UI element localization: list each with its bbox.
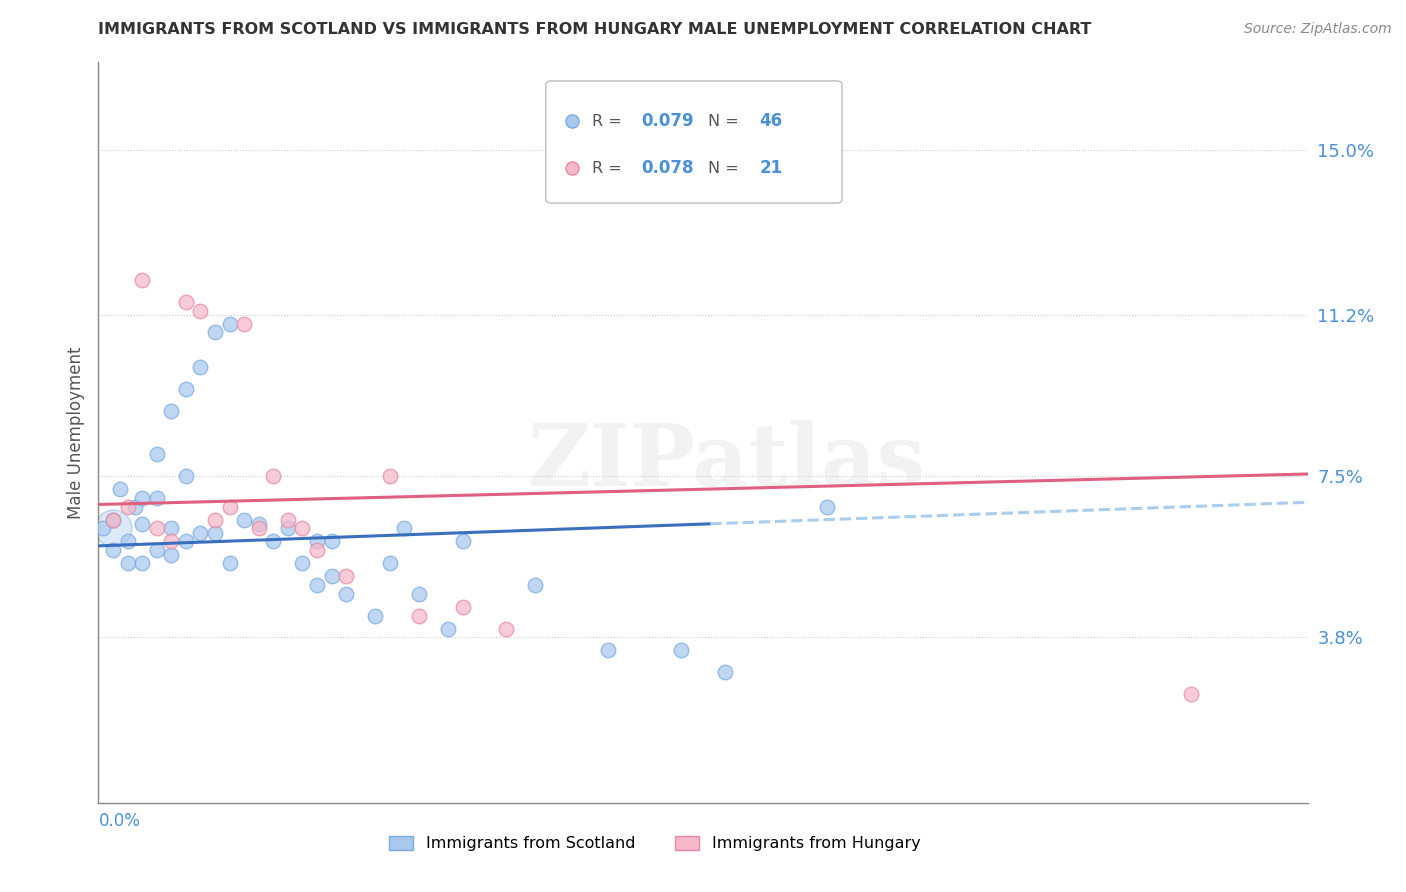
Point bbox=[335, 587, 357, 601]
Point bbox=[101, 543, 124, 558]
Point bbox=[218, 556, 240, 570]
Point bbox=[1180, 687, 1202, 701]
Point bbox=[437, 622, 460, 636]
Point bbox=[91, 521, 114, 535]
Point bbox=[247, 521, 270, 535]
Point bbox=[247, 517, 270, 532]
Text: Source: ZipAtlas.com: Source: ZipAtlas.com bbox=[1244, 22, 1392, 37]
Text: R =: R = bbox=[592, 114, 627, 128]
Point bbox=[190, 360, 212, 375]
Point bbox=[131, 556, 153, 570]
Y-axis label: Male Unemployment: Male Unemployment bbox=[66, 346, 84, 519]
Text: N =: N = bbox=[709, 161, 744, 176]
Point bbox=[145, 543, 167, 558]
Point bbox=[160, 534, 183, 549]
Point bbox=[117, 500, 139, 514]
Point bbox=[305, 534, 328, 549]
Point bbox=[291, 521, 314, 535]
Text: N =: N = bbox=[709, 114, 744, 128]
Point bbox=[451, 534, 474, 549]
Point bbox=[815, 500, 838, 514]
Point bbox=[145, 447, 167, 461]
Text: 46: 46 bbox=[759, 112, 782, 130]
Point bbox=[204, 525, 226, 540]
Point bbox=[233, 317, 256, 331]
Point bbox=[160, 548, 183, 562]
Point bbox=[101, 513, 124, 527]
Text: 21: 21 bbox=[759, 160, 782, 178]
Point bbox=[714, 665, 737, 680]
Legend: Immigrants from Scotland, Immigrants from Hungary: Immigrants from Scotland, Immigrants fro… bbox=[382, 830, 927, 858]
Point bbox=[233, 513, 256, 527]
Text: IMMIGRANTS FROM SCOTLAND VS IMMIGRANTS FROM HUNGARY MALE UNEMPLOYMENT CORRELATIO: IMMIGRANTS FROM SCOTLAND VS IMMIGRANTS F… bbox=[98, 22, 1092, 37]
Text: ZIPatlas: ZIPatlas bbox=[529, 420, 927, 504]
Point bbox=[124, 500, 146, 514]
Point bbox=[204, 326, 226, 340]
Point bbox=[277, 521, 299, 535]
Text: R =: R = bbox=[592, 161, 627, 176]
Point bbox=[451, 599, 474, 614]
Point bbox=[378, 469, 401, 483]
Point bbox=[321, 569, 343, 583]
Point bbox=[160, 521, 183, 535]
Point bbox=[218, 500, 240, 514]
Point bbox=[190, 525, 212, 540]
Point bbox=[117, 556, 139, 570]
Point bbox=[160, 404, 183, 418]
Point bbox=[145, 491, 167, 505]
Point bbox=[408, 608, 430, 623]
Text: 0.0%: 0.0% bbox=[98, 813, 141, 830]
Point bbox=[291, 556, 314, 570]
Point bbox=[335, 569, 357, 583]
Point bbox=[174, 382, 197, 396]
Point bbox=[598, 643, 620, 657]
Point bbox=[131, 273, 153, 287]
Point bbox=[408, 587, 430, 601]
Point bbox=[174, 295, 197, 310]
Point bbox=[669, 643, 692, 657]
Point bbox=[321, 534, 343, 549]
Point bbox=[110, 482, 132, 496]
Point bbox=[394, 521, 416, 535]
Text: 0.079: 0.079 bbox=[641, 112, 695, 130]
Point bbox=[524, 578, 547, 592]
Point bbox=[190, 303, 212, 318]
Point bbox=[131, 517, 153, 532]
Text: 0.078: 0.078 bbox=[641, 160, 695, 178]
Point bbox=[378, 556, 401, 570]
Point bbox=[305, 543, 328, 558]
Point bbox=[218, 317, 240, 331]
Point bbox=[131, 491, 153, 505]
Point bbox=[364, 608, 387, 623]
Point bbox=[277, 513, 299, 527]
Point bbox=[262, 534, 284, 549]
Point bbox=[204, 513, 226, 527]
Point bbox=[495, 622, 517, 636]
FancyBboxPatch shape bbox=[546, 81, 842, 203]
Point bbox=[262, 469, 284, 483]
Point bbox=[101, 521, 124, 535]
Point bbox=[145, 521, 167, 535]
Point bbox=[305, 578, 328, 592]
Point bbox=[174, 469, 197, 483]
Point bbox=[101, 513, 124, 527]
Point bbox=[174, 534, 197, 549]
Point bbox=[117, 534, 139, 549]
